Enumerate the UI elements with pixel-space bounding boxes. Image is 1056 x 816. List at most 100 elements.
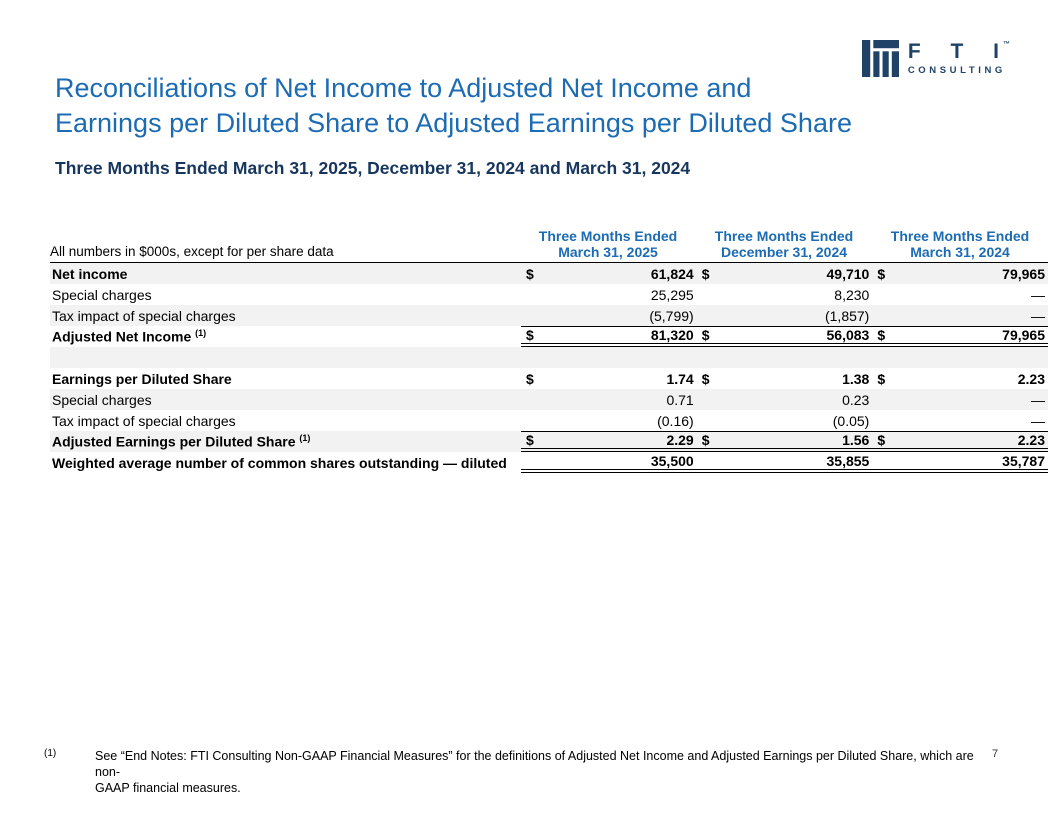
fti-consulting-logo: F T I™ CONSULTING [861,40,1010,77]
dollar-sign: $ [526,327,534,343]
cell-value [697,347,873,368]
row-label: Tax impact of special charges [52,412,236,429]
table-row-spacer [50,347,1048,368]
cell-number: 81,320 [650,327,694,343]
footnote-line2: GAAP financial measures. [95,781,241,795]
table-row-adjusted-net-income: Adjusted Net Income (1) $81,320 $56,083 … [50,326,1048,347]
row-label: Adjusted Earnings per Diluted Share (1) [50,433,521,450]
page-subtitle: Three Months Ended March 31, 2025, Decem… [55,158,691,178]
cell-value: (0.16) [521,410,697,431]
logo-brand: F T I [907,40,1011,63]
cell-number: 1.38 [842,370,870,387]
row-label-text: Adjusted Net Income [52,328,192,345]
table-row-adjusted-eps: Adjusted Earnings per Diluted Share (1) … [50,431,1048,452]
row-label: Net income [52,265,128,282]
dollar-sign: $ [877,265,886,282]
column-header-line2: December 31, 2024 [720,244,848,260]
cell-number: 2.29 [666,432,694,448]
page-title-line1: Reconciliations of Net Income to Adjuste… [55,73,752,103]
cell-number: 61,824 [650,265,694,282]
cell-number: 79,965 [1002,265,1045,282]
cell-number: — [1031,412,1045,429]
logo-subbrand: CONSULTING [907,65,1006,76]
dollar-sign: $ [701,432,710,448]
row-label: Special charges [52,391,152,408]
dollar-sign: $ [701,265,710,282]
cell-value: 0.23 [697,389,873,410]
column-header-line1: Three Months Ended [714,228,854,244]
cell-value: $79,965 [872,263,1048,284]
cell-number: (0.05) [832,412,870,429]
row-label: Tax impact of special charges [52,307,236,324]
cell-value: $1.56 [696,431,873,452]
table-row-special-charges: Special charges 25,295 8,230 — [50,284,1048,305]
cell-number: 49,710 [826,265,870,282]
dollar-sign: $ [701,327,710,343]
cell-number: 56,083 [826,327,870,343]
footnote-text: See “End Notes: FTI Consulting Non-GAAP … [95,748,981,796]
table-row-tax-impact-eps: Tax impact of special charges (0.16) (0.… [50,410,1048,431]
cell-value: 35,787 [872,452,1048,473]
column-header-line1: Three Months Ended [538,228,678,244]
logo-text: F T I™ CONSULTING [908,40,1010,76]
table-header-row: All numbers in $000s, except for per sha… [50,224,1048,263]
cell-number: 35,500 [650,452,694,469]
cell-value: 8,230 [697,284,873,305]
dollar-sign: $ [701,370,710,387]
cell-number: 35,787 [1002,452,1045,469]
cell-value: $1.38 [697,368,873,389]
footnote-ref: (1) [299,433,311,444]
dollar-sign: $ [526,432,534,448]
footnote-ref: (1) [195,328,207,339]
cell-value: 0.71 [521,389,697,410]
page-number: 7 [992,748,999,760]
cell-value: $81,320 [521,326,697,347]
cell-number: 2.23 [1017,370,1045,387]
cell-number: 79,965 [1002,327,1045,343]
column-header-line2: March 31, 2025 [558,244,658,260]
cell-value [521,347,697,368]
row-label-text: Adjusted Earnings per Diluted Share [52,433,296,450]
cell-value: — [872,284,1048,305]
cell-number: — [1031,307,1045,324]
cell-number: (1,857) [824,307,870,324]
cell-number: 1.74 [666,370,694,387]
cell-value: (0.05) [697,410,873,431]
cell-value: — [872,305,1048,326]
cell-number: (5,799) [649,307,694,324]
table-row-tax-impact: Tax impact of special charges (5,799) (1… [50,305,1048,326]
column-header-line1: Three Months Ended [890,228,1030,244]
cell-value: $49,710 [697,263,873,284]
cell-value: 35,500 [521,452,697,473]
cell-value: 35,855 [696,452,873,473]
column-header-line2: March 31, 2024 [910,244,1010,260]
cell-number: — [1031,391,1045,408]
cell-value: (5,799) [521,305,697,326]
table-row-net-income: Net income $61,824 $49,710 $79,965 [50,263,1048,284]
dollar-sign: $ [526,265,534,282]
column-header-q1-2025: Three Months Ended March 31, 2025 [520,228,696,260]
reconciliation-table: All numbers in $000s, except for per sha… [50,224,1048,473]
table-units-note: All numbers in $000s, except for per sha… [50,244,334,259]
dollar-sign: $ [877,370,886,387]
cell-value: $1.74 [521,368,697,389]
trademark-symbol: ™ [1003,41,1010,48]
cell-number: — [1031,286,1045,303]
row-label: Adjusted Net Income (1) [50,328,521,345]
table-row-special-charges-eps: Special charges 0.71 0.23 — [50,389,1048,410]
cell-value: $56,083 [696,326,873,347]
table-row-eps-diluted: Earnings per Diluted Share $1.74 $1.38 $… [50,368,1048,389]
cell-number: (0.16) [657,412,694,429]
fti-column-icon [861,40,899,77]
cell-value: $61,824 [521,263,697,284]
cell-number: 8,230 [834,286,870,303]
cell-number: 0.23 [842,391,870,408]
table-row-weighted-avg-shares: Weighted average number of common shares… [50,452,1048,473]
cell-number: 0.71 [666,391,694,408]
page-title: Reconciliations of Net Income to Adjuste… [55,71,852,141]
cell-value [872,347,1048,368]
cell-number: 35,855 [826,452,870,469]
row-label: Weighted average number of common shares… [52,454,507,471]
dollar-sign: $ [877,432,886,448]
